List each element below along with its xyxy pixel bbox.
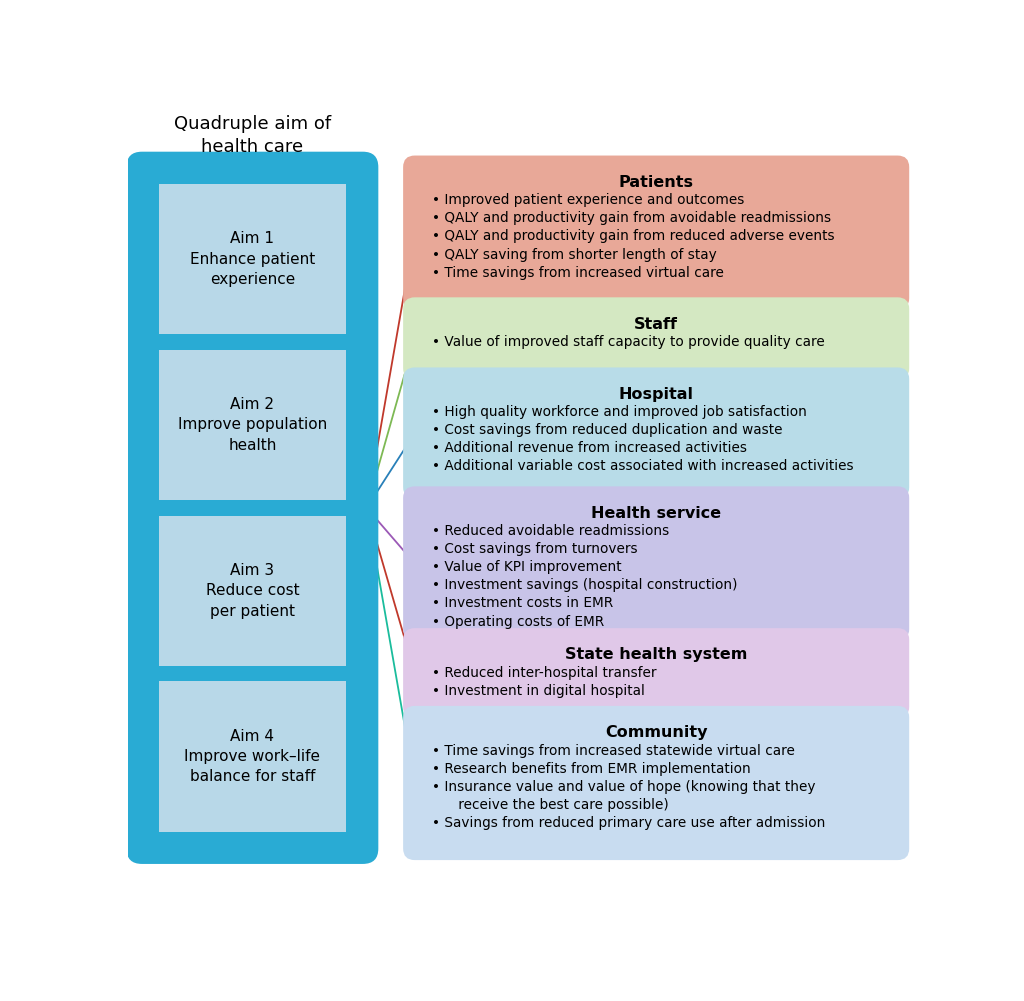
Text: • Cost savings from turnovers: • Cost savings from turnovers — [432, 543, 637, 557]
Text: • Savings from reduced primary care use after admission: • Savings from reduced primary care use … — [432, 816, 825, 830]
FancyBboxPatch shape — [403, 486, 909, 641]
Text: State health system: State health system — [565, 648, 748, 663]
Text: • Additional variable cost associated with increased activities: • Additional variable cost associated wi… — [432, 459, 853, 473]
Text: • QALY and productivity gain from reduced adverse events: • QALY and productivity gain from reduce… — [432, 229, 835, 243]
Text: Aim 3
Reduce cost
per patient: Aim 3 Reduce cost per patient — [206, 563, 299, 619]
Text: • Investment in digital hospital: • Investment in digital hospital — [432, 684, 645, 698]
FancyBboxPatch shape — [403, 367, 909, 498]
Text: • Insurance value and value of hope (knowing that they
      receive the best ca: • Insurance value and value of hope (kno… — [432, 780, 815, 812]
Text: • QALY saving from shorter length of stay: • QALY saving from shorter length of sta… — [432, 247, 717, 261]
Text: Hospital: Hospital — [618, 386, 693, 401]
FancyBboxPatch shape — [126, 152, 378, 864]
Text: • Time savings from increased virtual care: • Time savings from increased virtual ca… — [432, 265, 724, 279]
Text: Aim 2
Improve population
health: Aim 2 Improve population health — [178, 397, 327, 452]
FancyBboxPatch shape — [403, 706, 909, 860]
Text: Community: Community — [605, 725, 708, 740]
FancyBboxPatch shape — [403, 155, 909, 309]
FancyBboxPatch shape — [403, 629, 909, 719]
Text: • Investment savings (hospital construction): • Investment savings (hospital construct… — [432, 579, 737, 593]
Text: Patients: Patients — [618, 175, 693, 190]
Text: • Reduced inter-hospital transfer: • Reduced inter-hospital transfer — [432, 666, 656, 680]
FancyBboxPatch shape — [159, 184, 346, 334]
FancyBboxPatch shape — [159, 682, 346, 832]
Text: • Additional revenue from increased activities: • Additional revenue from increased acti… — [432, 441, 746, 455]
FancyBboxPatch shape — [159, 349, 346, 500]
Text: Aim 1
Enhance patient
experience: Aim 1 Enhance patient experience — [189, 231, 315, 287]
Text: • High quality workforce and improved job satisfaction: • High quality workforce and improved jo… — [432, 405, 807, 419]
Text: • Cost savings from reduced duplication and waste: • Cost savings from reduced duplication … — [432, 423, 782, 437]
Text: • Value of KPI improvement: • Value of KPI improvement — [432, 561, 622, 575]
Text: • Value of improved staff capacity to provide quality care: • Value of improved staff capacity to pr… — [432, 335, 824, 349]
Text: Aim 4
Improve work–life
balance for staff: Aim 4 Improve work–life balance for staf… — [184, 729, 321, 785]
Text: • Time savings from increased statewide virtual care: • Time savings from increased statewide … — [432, 744, 795, 758]
FancyBboxPatch shape — [403, 297, 909, 379]
Text: • Reduced avoidable readmissions: • Reduced avoidable readmissions — [432, 525, 669, 539]
Text: Staff: Staff — [634, 316, 678, 331]
Text: • Investment costs in EMR: • Investment costs in EMR — [432, 597, 613, 611]
Text: • Operating costs of EMR: • Operating costs of EMR — [432, 615, 604, 629]
Text: • QALY and productivity gain from avoidable readmissions: • QALY and productivity gain from avoida… — [432, 211, 830, 225]
Text: Quadruple aim of
health care: Quadruple aim of health care — [174, 115, 331, 155]
FancyBboxPatch shape — [159, 516, 346, 666]
Text: • Improved patient experience and outcomes: • Improved patient experience and outcom… — [432, 193, 744, 207]
Text: Health service: Health service — [591, 506, 721, 521]
Text: • Research benefits from EMR implementation: • Research benefits from EMR implementat… — [432, 762, 751, 776]
